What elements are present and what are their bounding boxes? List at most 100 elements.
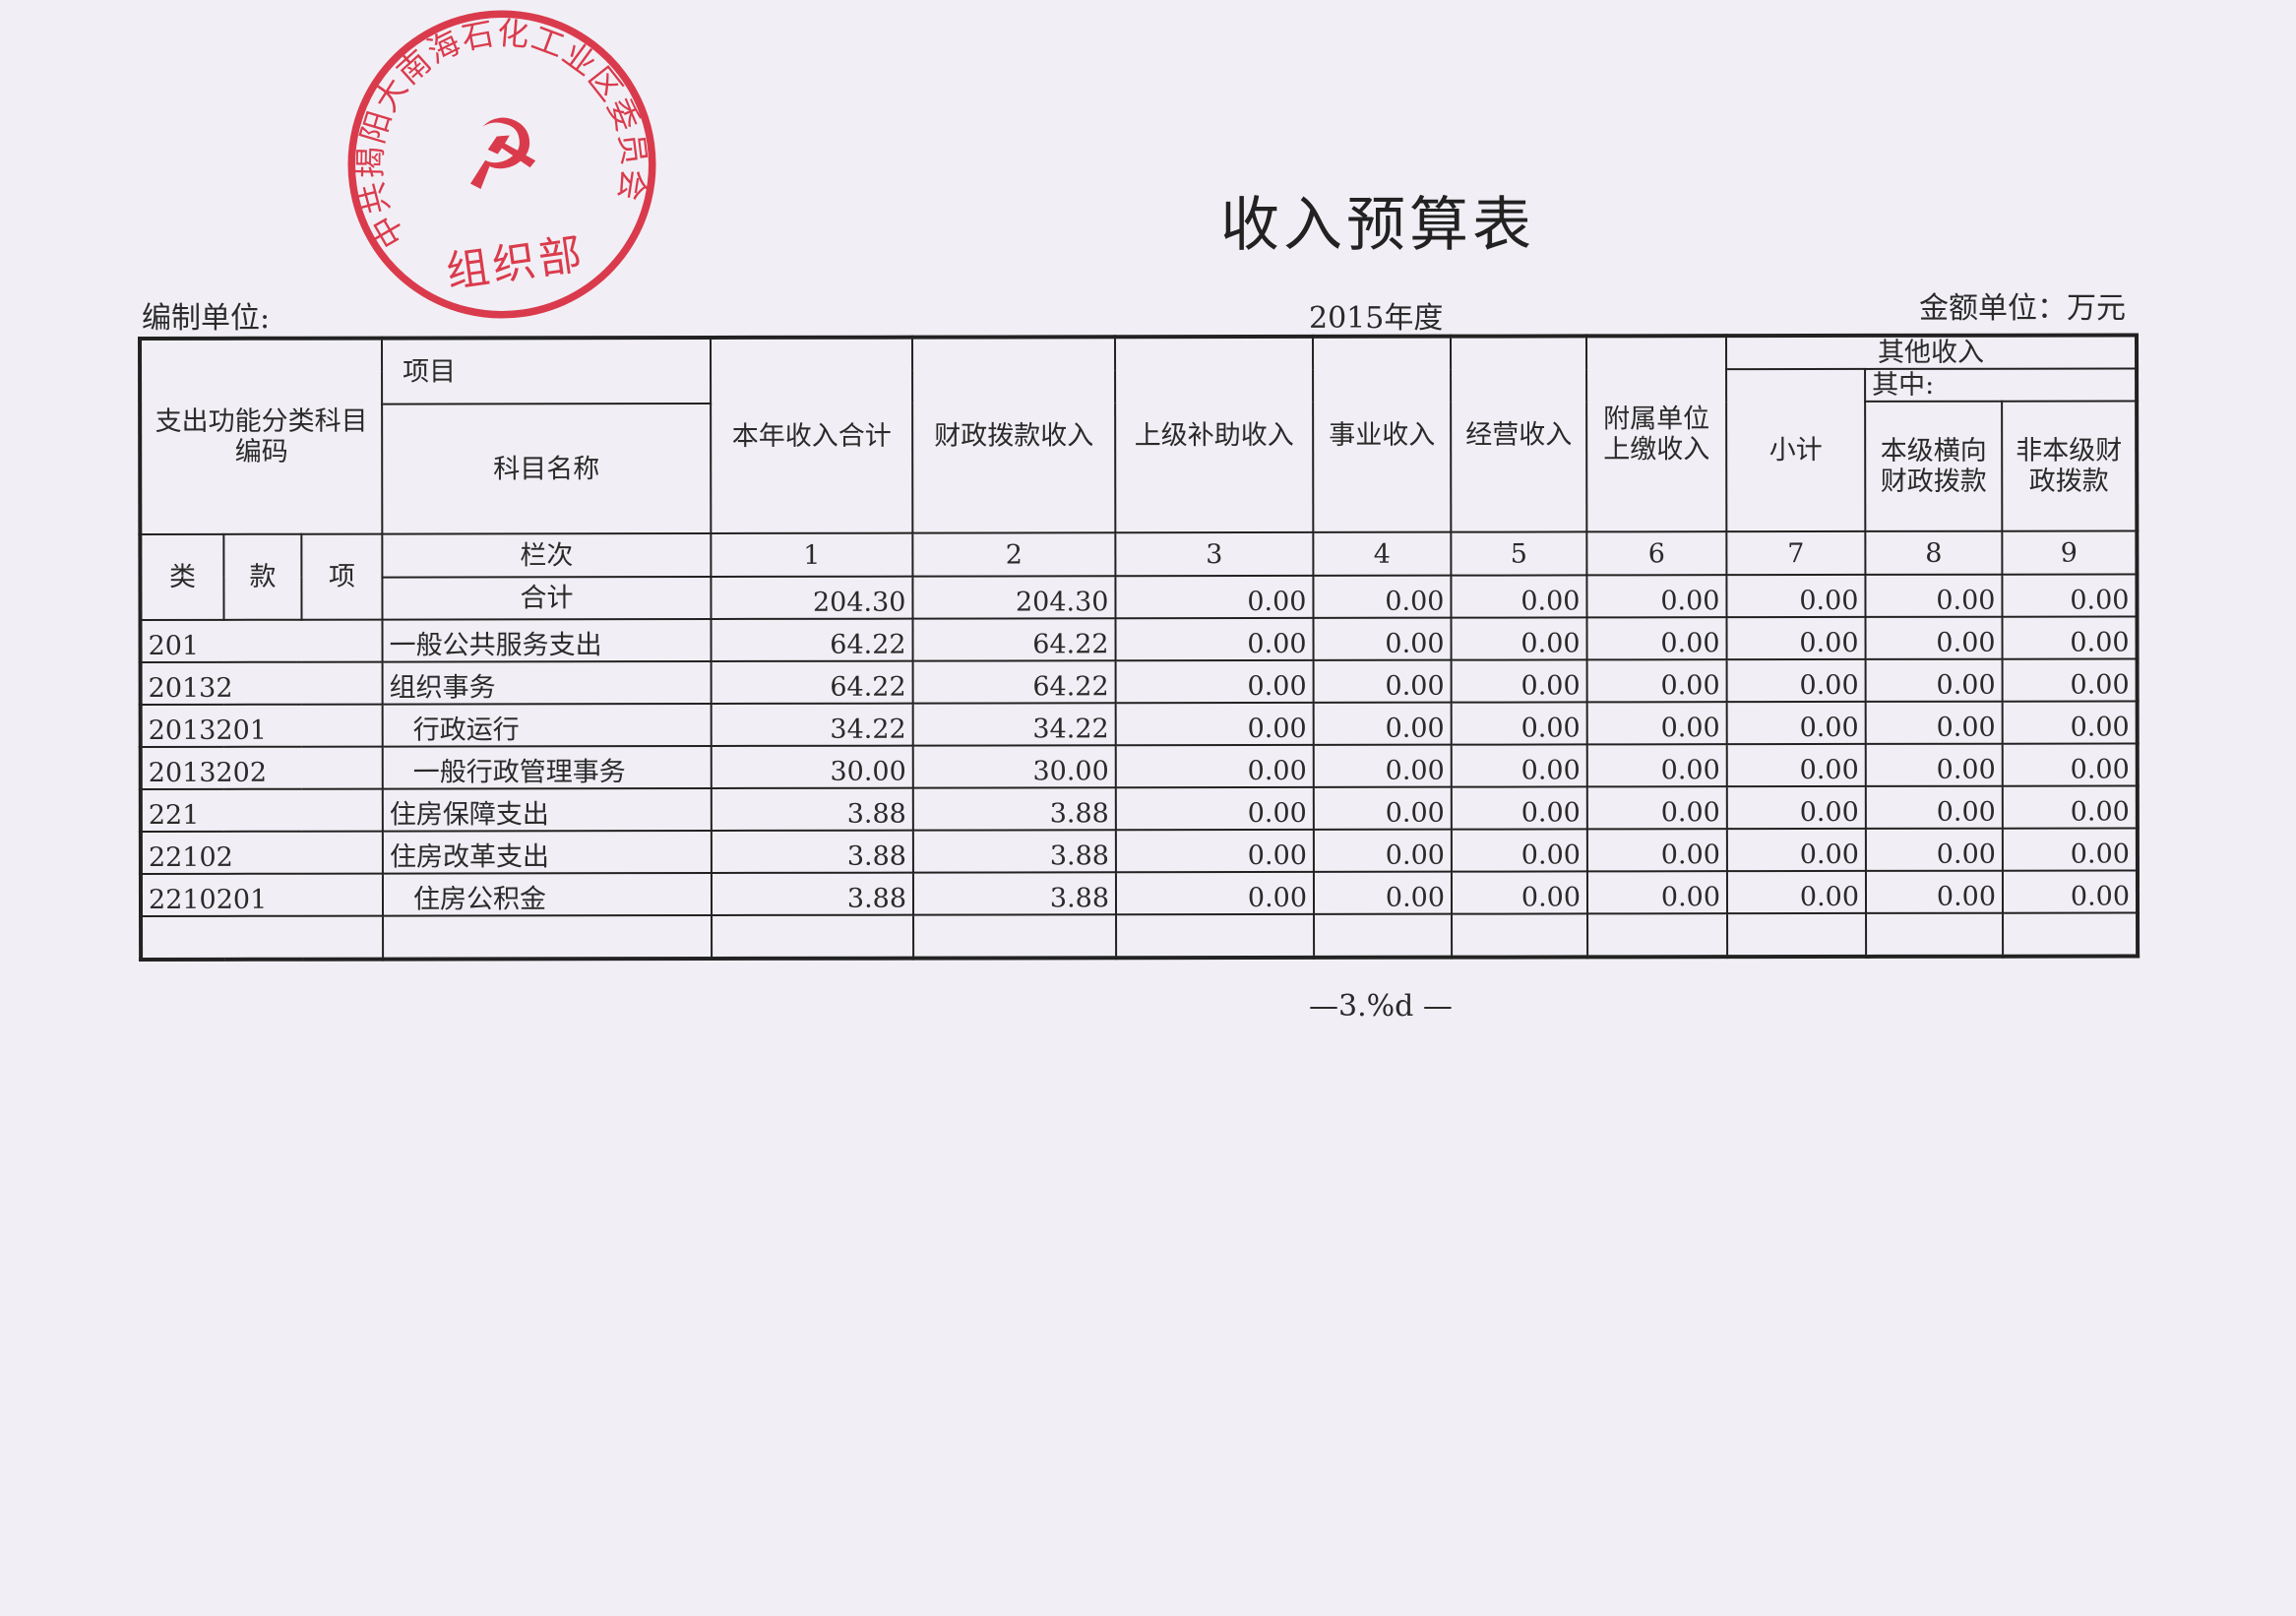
- subject-name: 住房改革支出: [382, 831, 712, 874]
- amount-cell: 0.00: [1451, 871, 1588, 914]
- column-number: 2: [912, 532, 1116, 577]
- page-title: 收入预算表: [1220, 191, 1535, 260]
- amount-cell: 0.00: [1726, 871, 1867, 914]
- amount-cell: 0.00: [1115, 660, 1314, 704]
- table-row: 2013202 一般行政管理事务 30.00 30.00 0.00 0.00 0.00 0.0…: [140, 743, 2138, 790]
- total-value: 0.00: [1313, 575, 1452, 619]
- hammer-sickle-icon: ☭: [452, 94, 549, 214]
- amount-cell: 64.22: [711, 660, 913, 705]
- official-seal: 中共揭阳大南海石化工业区委员会 ☭ 组织部: [332, 0, 661, 319]
- header-affiliated-income: 附属单位上缴收入: [1586, 336, 1727, 532]
- blank-cell: [1727, 913, 1867, 958]
- amount-cell: 0.00: [1586, 617, 1727, 660]
- amount-cell: 0.00: [2002, 616, 2138, 659]
- header-of-which: 其中:: [1865, 368, 2138, 403]
- subject-code: 201: [140, 619, 383, 663]
- amount-cell: 0.00: [1586, 871, 1728, 914]
- fiscal-year: 2015年度: [1309, 301, 1444, 336]
- amount-cell: 3.88: [711, 830, 913, 874]
- header-total-income: 本年收入合计: [711, 337, 913, 534]
- subject-code: 20132: [140, 661, 383, 706]
- column-number: 1: [711, 532, 913, 578]
- total-value: 0.00: [1726, 575, 1866, 618]
- blank-cell: [1314, 913, 1453, 959]
- amount-cell: 30.00: [912, 745, 1116, 788]
- amount-cell: 0.00: [1451, 702, 1587, 745]
- blank-cell: [2003, 912, 2139, 957]
- amount-unit: 金额单位：万元: [1919, 291, 2126, 326]
- amount-cell: 3.88: [711, 872, 914, 916]
- column-number: 7: [1726, 531, 1866, 576]
- amount-cell: 0.00: [1586, 702, 1727, 745]
- header-non-same-level-fiscal: 非本级财政拨款: [2002, 401, 2138, 531]
- amount-cell: 0.00: [1865, 870, 2004, 914]
- blank-cell: [712, 914, 914, 960]
- total-value: 0.00: [2002, 574, 2138, 617]
- amount-cell: 0.00: [1313, 659, 1452, 704]
- amount-cell: 0.00: [1726, 659, 1866, 703]
- amount-cell: 0.00: [1115, 703, 1314, 746]
- header-kuan: 款: [223, 533, 302, 620]
- amount-cell: 0.00: [1451, 617, 1587, 660]
- blank-cell: [1866, 912, 2004, 958]
- header-subject-name: 科目名称: [382, 404, 712, 534]
- subject-name: 行政运行: [382, 704, 712, 747]
- column-number: 6: [1586, 531, 1727, 576]
- column-number: 8: [1865, 530, 2003, 576]
- amount-cell: 0.00: [1451, 829, 1587, 872]
- amount-cell: 64.22: [912, 618, 1116, 661]
- amount-cell: 34.22: [711, 703, 913, 747]
- amount-cell: 0.00: [1115, 787, 1314, 831]
- amount-cell: 0.00: [1586, 829, 1727, 872]
- header-fiscal-allocation: 财政拨款收入: [912, 337, 1116, 533]
- subject-code: 2013202: [140, 746, 383, 790]
- amount-cell: 0.00: [1586, 786, 1727, 830]
- header-xiang: 项: [301, 533, 383, 620]
- amount-cell: 0.00: [1115, 745, 1314, 788]
- total-value: 0.00: [1586, 575, 1727, 618]
- table-row: 201 一般公共服务支出 64.22 64.22 0.00 0.00 0.00 0.00 0.0…: [140, 616, 2138, 663]
- compiler-label: 编制单位:: [142, 301, 271, 336]
- amount-cell: 3.88: [912, 872, 1117, 915]
- table-row: 22102 住房改革支出 3.88 3.88 0.00 0.00 0.00 0.00 0.00 0…: [140, 828, 2138, 875]
- total-value: 0.00: [1115, 576, 1314, 619]
- blank-cell: [141, 915, 384, 961]
- total-row: 合计 204.30 204.30 0.00 0.00 0.00 0.00 0.00 0.00 0…: [140, 574, 2138, 621]
- amount-cell: 0.00: [1451, 744, 1587, 787]
- header-subtotal: 小计: [1726, 368, 1866, 532]
- amount-cell: 0.00: [1451, 786, 1587, 830]
- header-code-group: 支出功能分类科目编码: [140, 338, 383, 535]
- subject-code: 2210201: [140, 873, 384, 917]
- amount-cell: 0.00: [1726, 829, 1866, 872]
- subject-code: 22102: [140, 831, 383, 875]
- amount-cell: 0.00: [2002, 785, 2138, 829]
- subject-name: 住房公积金: [382, 873, 713, 916]
- amount-cell: 0.00: [1865, 828, 2003, 872]
- total-value: 0.00: [1865, 574, 2003, 618]
- amount-cell: 0.00: [2002, 743, 2138, 786]
- table-row: 2013201 行政运行 34.22 34.22 0.00 0.00 0.00 0.00 0.0…: [140, 701, 2138, 748]
- amount-cell: 34.22: [912, 703, 1116, 746]
- amount-cell: 0.00: [1586, 659, 1727, 703]
- amount-cell: 0.00: [2002, 658, 2138, 702]
- amount-cell: 3.88: [912, 787, 1116, 831]
- blank-row: [141, 912, 2139, 961]
- subject-name: 一般公共服务支出: [382, 619, 712, 662]
- blank-cell: [383, 915, 713, 960]
- blank-cell: [1116, 914, 1315, 959]
- header-lei: 类: [140, 533, 224, 621]
- amount-cell: 0.00: [2002, 870, 2139, 913]
- table-row: 20132 组织事务 64.22 64.22 0.00 0.00 0.00 0.00 0.00 0…: [140, 658, 2138, 706]
- seal-ring: [347, 10, 656, 319]
- total-value: 204.30: [711, 576, 913, 620]
- amount-cell: 0.00: [1865, 616, 2003, 660]
- header-other-income: 其他收入: [1726, 335, 2138, 370]
- blank-cell: [1452, 913, 1588, 958]
- column-number: 5: [1451, 531, 1587, 576]
- amount-cell: 64.22: [711, 618, 913, 662]
- header-operating-income: 经营收入: [1451, 336, 1587, 532]
- income-budget-table: 支出功能分类科目编码 项目 本年收入合计 财政拨款收入 上级补助收入 事业收入 …: [138, 333, 2141, 963]
- amount-cell: 0.00: [1726, 786, 1866, 830]
- blank-cell: [1587, 913, 1728, 958]
- amount-cell: 0.00: [1865, 658, 2003, 703]
